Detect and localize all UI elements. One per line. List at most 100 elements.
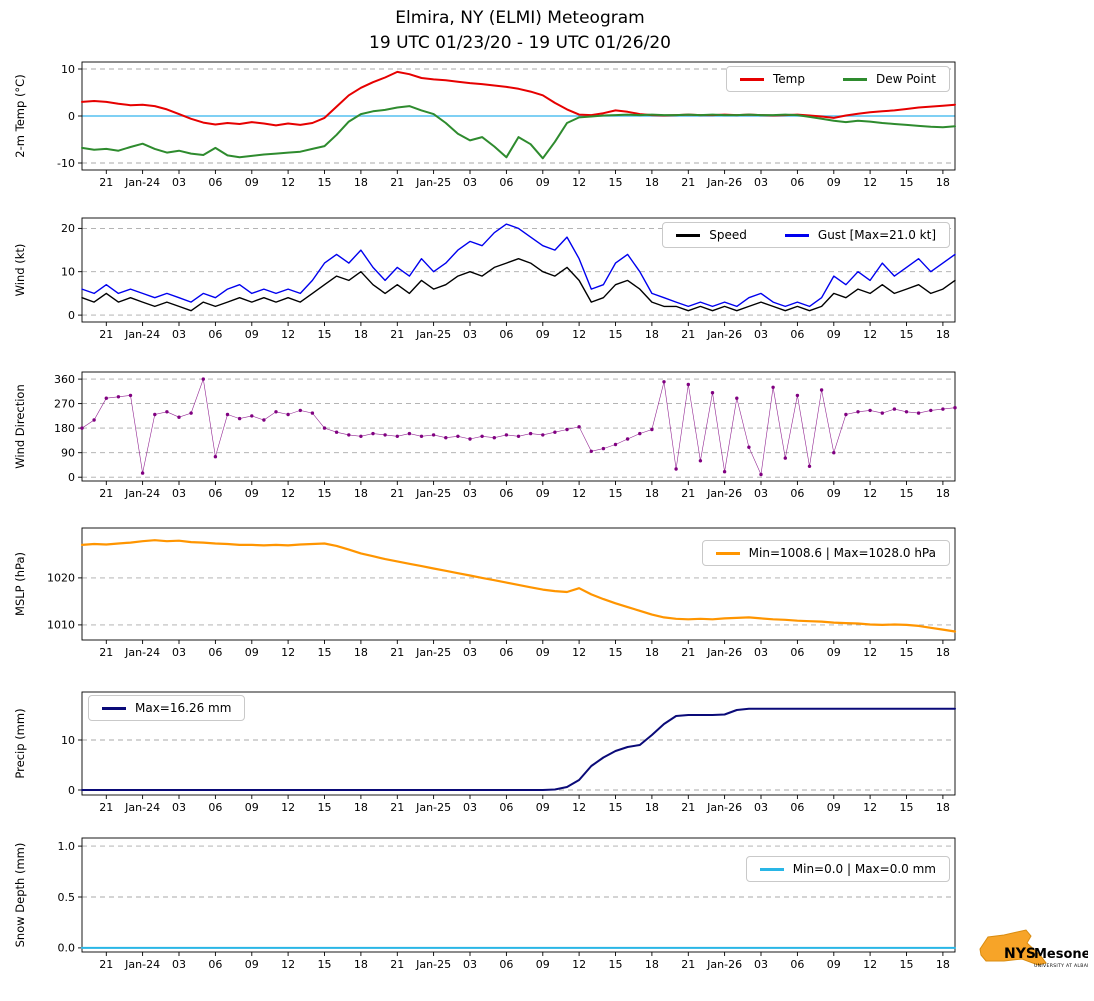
x-tick-label: 18 [936,958,950,971]
x-tick-label: 21 [99,487,113,500]
marker-dot [856,410,860,414]
x-tick-label: 18 [645,328,659,341]
x-tick-label: Jan-26 [706,646,742,659]
x-tick-label: 21 [99,176,113,189]
x-tick-label: Jan-24 [124,176,160,189]
y-tick-label: 0 [68,784,75,797]
marker-dot [456,434,460,438]
panel-temp: -10 0 10 21 Jan-24 03 06 09 12 15 18 21 Jan-25 03 06 09… [13,61,956,189]
x-tick-label: 15 [900,801,914,814]
marker-dot [274,410,278,414]
x-tick-label: 03 [172,487,186,500]
legend-entry: Min=0.0 | Max=0.0 mm [759,862,936,876]
marker-dot [322,426,327,430]
x-tick-label: 15 [318,176,332,189]
chart-panels: -10 0 10 21 Jan-24 03 06 09 12 15 18 21 Jan-25 03 06 09… [0,58,1094,1001]
x-tick-label: 06 [208,801,222,814]
x-tick-label: 12 [572,958,586,971]
marker-dot [553,430,557,434]
marker-dot [407,431,412,436]
legend-swatch [784,233,809,237]
wind-direction-markers [80,377,957,477]
x-tick-label: 15 [318,487,332,500]
marker-dot [795,393,800,398]
marker-dot [310,411,315,415]
x-tick-label: 03 [463,958,477,971]
marker-dot [686,382,690,387]
x-tick-label: 12 [863,328,877,341]
marker-dot [492,436,496,440]
x-tick-label: 03 [172,328,186,341]
x-tick-label: 15 [609,487,623,500]
marker-dot [844,412,848,417]
x-tick-label: 03 [172,801,186,814]
legend-swatch [102,706,126,710]
x-tick-label: 21 [99,958,113,971]
x-tick-label: Jan-26 [706,328,742,341]
x-tick-label: Jan-25 [415,646,451,659]
y-tick-label: 20 [61,222,75,235]
mesonet-logo: NYS Mesonet UNIVERSITY AT ALBANY [974,925,1088,983]
marker-dot [480,434,484,438]
marker-dot [298,408,302,413]
y-axis-label: 2-m Temp (°C) [13,74,27,157]
legend-entry: Dew Point [842,72,936,86]
x-tick-label: 18 [354,958,368,971]
marker-dot [759,472,763,477]
x-tick-label: 18 [354,801,368,814]
x-tick-label: 15 [609,328,623,341]
plot-border [81,371,956,482]
logo-subtitle: UNIVERSITY AT ALBANY [1034,963,1088,969]
x-tick-label: 12 [863,646,877,659]
legend-swatch [715,551,740,555]
x-tick-label: 06 [790,801,804,814]
panel-snow-depth: 0.0 0.5 1.0 21 Jan-24 03 06 09 12 15 18 21 Jan-25 03 0… [13,837,956,971]
legend-label: Min=1008.6 | Max=1028.0 hPa [748,546,936,560]
plot-border [81,217,956,323]
marker-dot [601,446,606,451]
x-tick-label: 09 [827,801,841,814]
y-axis-label: MSLP (hPa) [13,552,27,616]
y-tick-label: 90 [61,446,75,459]
x-tick-label: 12 [281,328,295,341]
x-tick-label: 18 [645,801,659,814]
legend-label: Speed [709,228,747,242]
x-tick-label: 06 [208,958,222,971]
x-tick-label: 06 [790,487,804,500]
marker-dot [165,410,169,414]
marker-dot [929,408,933,413]
x-tick-label: 09 [536,646,550,659]
x-tick-label: Jan-25 [415,801,451,814]
marker-dot [395,434,399,438]
y-tick-label: 0.0 [58,942,76,955]
marker-dot [638,431,642,436]
x-tick-label: 06 [499,487,513,500]
marker-dot [953,406,957,410]
marker-dot [674,467,678,471]
x-tick-label: 18 [354,646,368,659]
legend-entry: Temp [739,72,805,86]
panel-wind: 0 10 20 21 Jan-24 03 06 09 12 15 18 21 Jan-25 03 06 09 1… [13,217,956,341]
y-tick-label: 10 [61,734,75,747]
x-tick-label: 09 [536,328,550,341]
legend-swatch [842,77,867,81]
marker-dot [807,464,812,468]
marker-dot [128,393,133,398]
x-tick-label: 09 [245,801,259,814]
x-tick-label: 15 [900,176,914,189]
legend-wind: Speed Gust [Max=21.0 kt] [662,222,950,248]
marker-dot [589,449,593,453]
x-tick-label: 15 [318,328,332,341]
marker-dot [286,412,290,417]
y-tick-label: 0 [68,471,75,484]
y-axis-label: Snow Depth (mm) [13,843,27,948]
legend-swatch [676,233,701,237]
x-tick-label: 12 [281,958,295,971]
x-tick-label: 06 [499,958,513,971]
chart-title-line1: Elmira, NY (ELMI) Meteogram [395,8,645,28]
x-tick-label: 15 [609,646,623,659]
x-tick-label: 12 [572,646,586,659]
x-tick-label: 12 [863,176,877,189]
series-mslp-mslp [80,539,957,633]
x-tick-label: 12 [281,487,295,500]
